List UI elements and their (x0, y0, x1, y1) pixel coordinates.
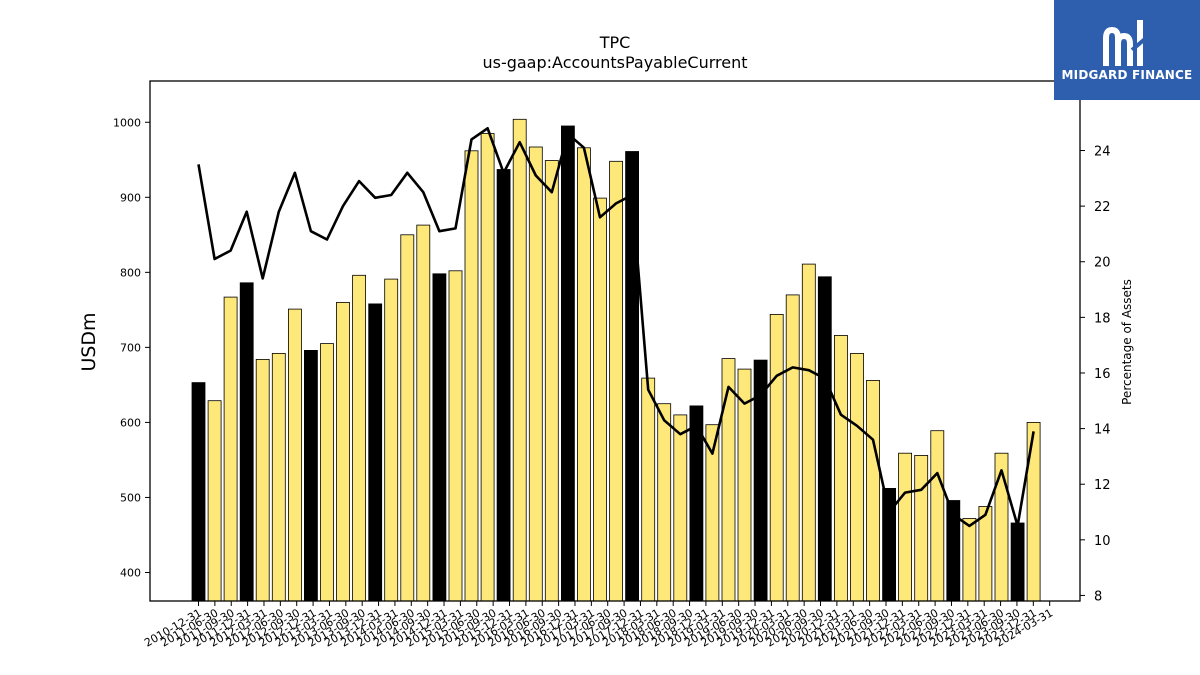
bar-2012-03-31 (271, 352, 286, 602)
y2-tick-label: 12 (1094, 478, 1111, 493)
y2-tick-label: 20 (1094, 256, 1111, 271)
y-tick-label: 400 (120, 566, 141, 579)
axes-layer: 4005006007008009001000810121416182022242… (113, 80, 1111, 650)
bar-2013-12-31 (384, 278, 399, 602)
bar-2018-06-30 (673, 414, 688, 602)
bar-2017-06-30 (609, 160, 623, 602)
bar-2013-06-30 (352, 274, 367, 602)
y2-axis-label: Percentage of Assets (1120, 279, 1134, 405)
bar-2021-03-31 (850, 352, 864, 602)
bar-2015-09-30 (496, 169, 511, 602)
bar-2013-09-30 (368, 303, 383, 602)
y2-tick-label: 18 (1094, 311, 1111, 326)
bar-2020-06-30 (801, 263, 816, 602)
bar-2023-03-31 (978, 506, 993, 602)
y-tick-label: 500 (120, 491, 141, 504)
bar-2012-12-31 (320, 343, 334, 602)
y-tick-label: 1000 (113, 116, 141, 129)
bar-2012-06-30 (287, 308, 302, 602)
bar-2020-03-31 (785, 294, 800, 602)
bar-2015-12-31 (512, 118, 527, 602)
bar-2020-09-30 (817, 276, 832, 602)
y2-tick-label: 14 (1094, 423, 1111, 438)
bar-2019-03-31 (721, 358, 736, 602)
logo-icon (1103, 20, 1148, 66)
bars-layer (191, 118, 1041, 602)
y2-tick-label: 8 (1094, 589, 1102, 604)
bar-2011-09-30 (239, 282, 254, 602)
bar-2017-03-31 (593, 197, 607, 602)
bar-2015-03-31 (464, 150, 479, 602)
bar-2016-09-30 (561, 125, 575, 602)
bar-2022-06-30 (930, 430, 945, 602)
bar-2020-12-31 (834, 334, 848, 602)
bar-2017-09-30 (625, 151, 639, 602)
y-tick-label: 900 (120, 191, 141, 204)
bar-2018-03-31 (657, 403, 672, 602)
chart-subtitle: us-gaap:AccountsPayableCurrent (482, 53, 747, 72)
plot-frame (149, 80, 1081, 602)
bar-2014-09-30 (432, 273, 447, 602)
bar-2015-06-30 (480, 133, 495, 602)
bar-2021-12-31 (898, 452, 912, 602)
midgard-finance-logo: MIDGARD FINANCE (1054, 0, 1200, 100)
bar-2012-09-30 (303, 349, 318, 602)
y2-tick-label: 16 (1094, 367, 1111, 382)
bar-2011-12-31 (255, 358, 270, 602)
bar-2017-12-31 (641, 377, 656, 602)
bar-2014-06-30 (416, 224, 431, 602)
y-tick-label: 600 (120, 416, 141, 429)
chart-title: TPC (599, 33, 631, 52)
y-tick-label: 800 (120, 266, 141, 279)
bar-2011-06-30 (223, 296, 238, 602)
y2-tick-label: 24 (1094, 145, 1111, 160)
line-layer (197, 127, 1035, 528)
bar-2011-03-31 (207, 400, 222, 602)
y2-tick-label: 10 (1094, 534, 1111, 549)
bar-2013-03-31 (336, 301, 350, 602)
percentage-of-assets-line (197, 127, 1035, 528)
bar-2022-12-31 (962, 518, 977, 602)
bar-2021-06-30 (866, 379, 880, 602)
bar-2016-03-31 (528, 146, 543, 602)
bar-2010-12-31 (191, 382, 206, 602)
bar-2023-12-31 (1026, 421, 1041, 602)
bar-2019-12-31 (769, 313, 784, 602)
bar-2023-06-30 (994, 452, 1009, 602)
y-tick-label: 700 (120, 341, 141, 354)
y2-tick-label: 22 (1094, 200, 1111, 215)
bar-2016-12-31 (577, 147, 591, 602)
bar-2023-09-30 (1010, 522, 1025, 602)
logo-text: MIDGARD FINANCE (1061, 68, 1193, 82)
bar-2016-06-30 (544, 160, 559, 602)
bar-2014-03-31 (400, 234, 415, 602)
y-axis-label: USDm (78, 312, 100, 371)
bar-2022-03-31 (914, 454, 929, 602)
bar-2014-12-31 (448, 270, 463, 602)
